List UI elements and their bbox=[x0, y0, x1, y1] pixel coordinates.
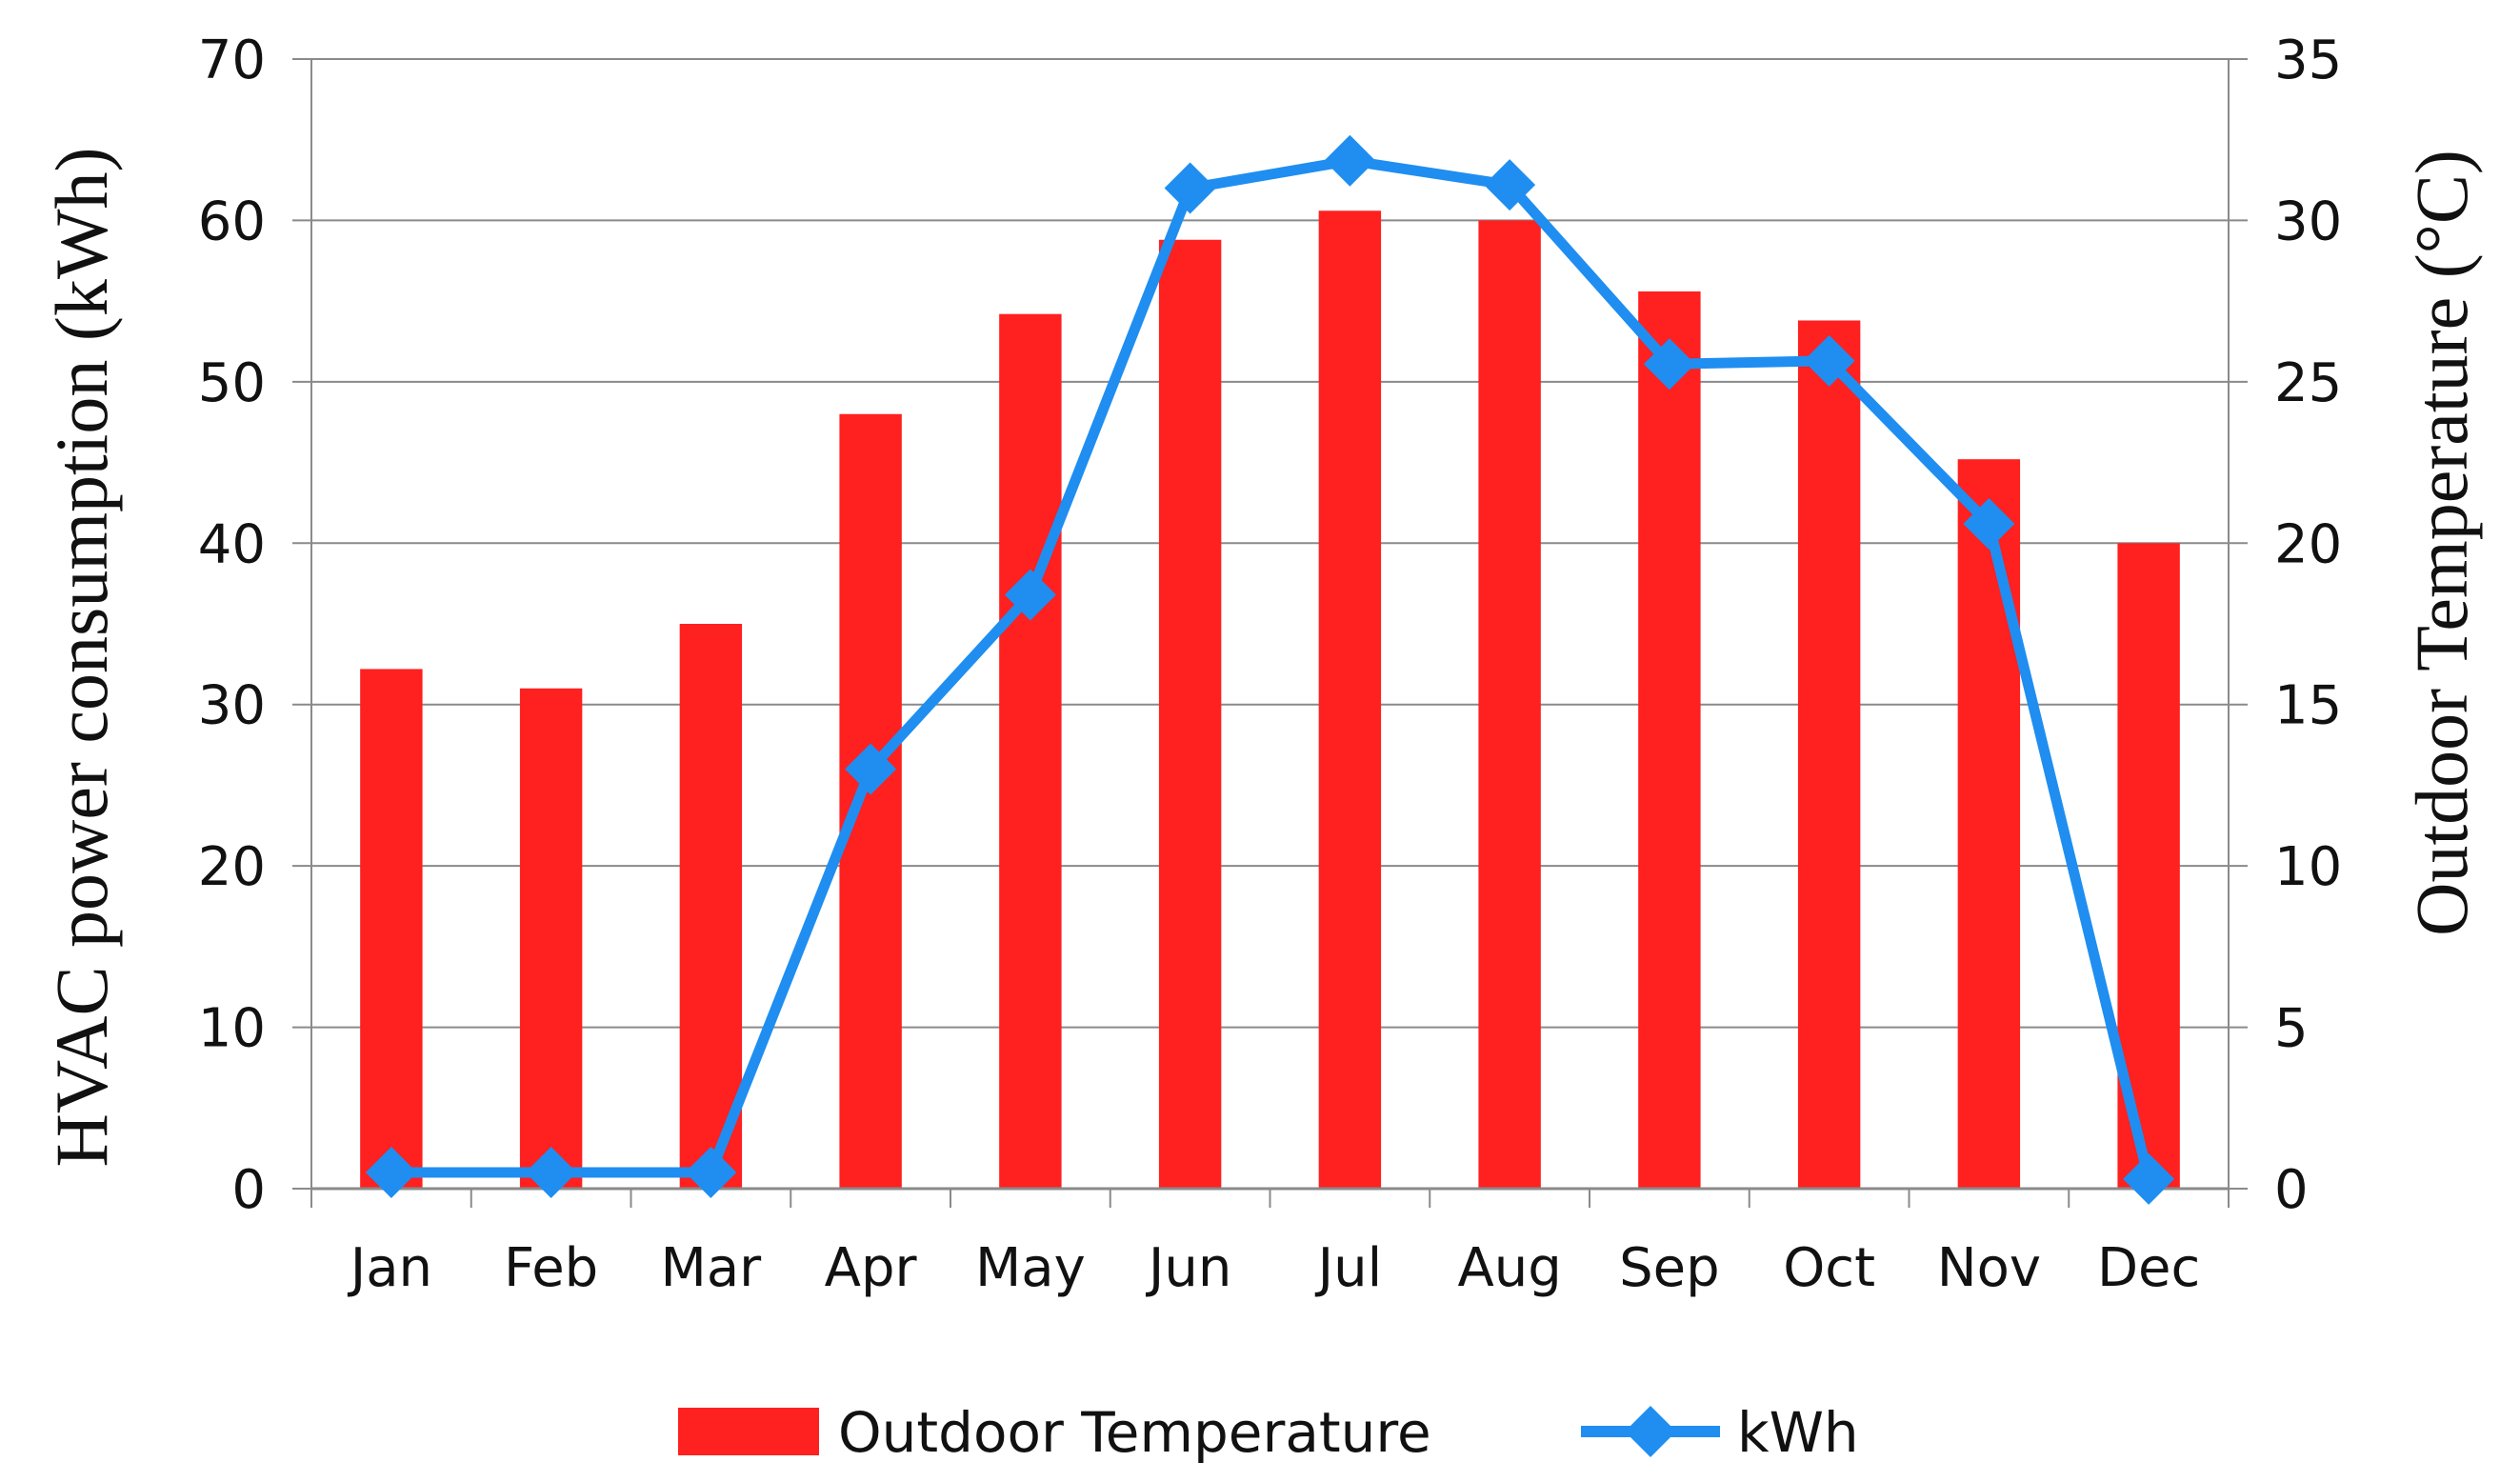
bar-aug bbox=[1478, 220, 1541, 1189]
legend: Outdoor Temperature kWh bbox=[678, 1400, 1859, 1465]
kwh-point-feb bbox=[525, 1147, 577, 1199]
legend-marker-kwh bbox=[1625, 1406, 1676, 1457]
left-tick-label: 0 bbox=[231, 1159, 266, 1221]
left-tick-label: 10 bbox=[198, 998, 266, 1060]
x-tick-label-may: May bbox=[975, 1237, 1086, 1299]
left-tick-label: 60 bbox=[198, 190, 266, 252]
x-tick-label-jun: Jun bbox=[1146, 1237, 1232, 1299]
bar-nov bbox=[1957, 459, 2021, 1189]
kwh-point-jan bbox=[365, 1147, 417, 1199]
right-tick-label: 35 bbox=[2274, 30, 2342, 91]
bar-feb bbox=[519, 688, 583, 1189]
x-tick-label-jan: Jan bbox=[348, 1237, 432, 1299]
x-tick-label-oct: Oct bbox=[1783, 1237, 1875, 1299]
right-tick-label: 25 bbox=[2274, 352, 2342, 414]
x-tick-label-feb: Feb bbox=[504, 1237, 598, 1299]
left-tick-label: 20 bbox=[198, 836, 266, 898]
right-tick-label: 0 bbox=[2274, 1159, 2309, 1221]
x-tick-label-aug: Aug bbox=[1457, 1237, 1561, 1299]
left-axis-title: HVAC power consumption (kWh) bbox=[40, 148, 123, 1168]
bar-jan bbox=[360, 669, 423, 1189]
legend-swatch-outdoor-temperature bbox=[678, 1408, 819, 1455]
right-tick-label: 20 bbox=[2274, 513, 2342, 575]
kwh-line bbox=[390, 155, 2154, 1181]
left-tick-label: 50 bbox=[198, 352, 266, 414]
left-tick-label: 30 bbox=[198, 675, 266, 737]
right-tick-label: 5 bbox=[2274, 998, 2309, 1060]
x-tick-label-jul: Jul bbox=[1315, 1237, 1383, 1299]
gridlines bbox=[311, 58, 2229, 1190]
x-tick-label-nov: Nov bbox=[1937, 1237, 2041, 1299]
temperature-bars bbox=[360, 210, 2180, 1190]
kwh-point-apr bbox=[845, 743, 897, 795]
right-tick-label: 10 bbox=[2274, 836, 2342, 898]
tick-labels: 0 10 20 30 40 50 60 70 0 5 10 15 20 25 30 35 Jan Feb Mar Ap… bbox=[198, 30, 2343, 1299]
kwh-point-nov bbox=[1963, 497, 2015, 550]
kwh-point-aug bbox=[1484, 159, 1536, 211]
bar-may bbox=[999, 313, 1062, 1189]
kwh-point-jun bbox=[1164, 162, 1216, 214]
kwh-point-may bbox=[1004, 569, 1056, 621]
kwh-point-sep bbox=[1643, 338, 1695, 391]
bar-oct bbox=[1797, 320, 1861, 1190]
axes bbox=[292, 58, 2248, 1208]
right-axis-title: Outdoor Temperature (°C) bbox=[2400, 150, 2483, 936]
legend-label-kwh: kWh bbox=[1737, 1400, 1859, 1465]
bar-apr bbox=[839, 413, 902, 1189]
right-tick-label: 30 bbox=[2274, 190, 2342, 252]
bar-jul bbox=[1318, 210, 1382, 1190]
x-tick-label-dec: Dec bbox=[2097, 1237, 2200, 1299]
right-tick-label: 15 bbox=[2274, 675, 2342, 737]
kwh-point-jul bbox=[1324, 134, 1376, 187]
left-tick-label: 40 bbox=[198, 513, 266, 575]
x-tick-label-mar: Mar bbox=[661, 1237, 763, 1299]
bar-jun bbox=[1158, 239, 1222, 1189]
legend-label-outdoor-temperature: Outdoor Temperature bbox=[838, 1400, 1431, 1465]
x-tick-label-apr: Apr bbox=[825, 1237, 918, 1299]
kwh-line-series bbox=[365, 134, 2175, 1205]
x-tick-label-sep: Sep bbox=[1619, 1237, 1720, 1299]
left-tick-label: 70 bbox=[198, 30, 266, 91]
kwh-point-mar bbox=[685, 1147, 737, 1199]
bar-mar bbox=[679, 624, 743, 1189]
bar-sep bbox=[1638, 290, 1701, 1189]
kwh-point-oct bbox=[1803, 334, 1855, 387]
kwh-point-dec bbox=[2123, 1152, 2175, 1205]
